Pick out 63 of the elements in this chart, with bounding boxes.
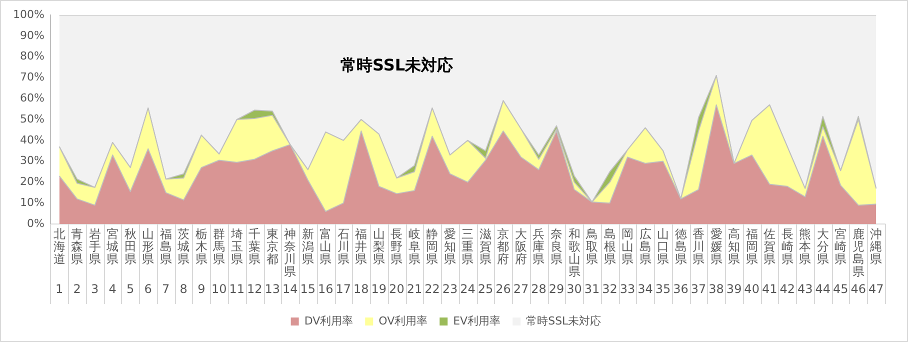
category-label: 青森県 2 bbox=[71, 227, 84, 296]
category-label: 京都府 26 bbox=[496, 227, 511, 296]
category-label: 岡山県 33 bbox=[620, 227, 636, 296]
y-tick-label: 100% bbox=[12, 8, 44, 21]
category-label: 香川県 37 bbox=[690, 227, 706, 296]
x-tick-label: 鹿児島県 46 bbox=[850, 227, 866, 296]
category-label: 山梨県 19 bbox=[371, 227, 387, 296]
y-tick-label: 40% bbox=[20, 133, 44, 146]
legend-label: DV利用率 bbox=[304, 314, 354, 328]
category-label: 福岡県 40 bbox=[744, 227, 760, 296]
category-label: 宮崎県 45 bbox=[832, 227, 848, 296]
category-label: 徳島県 36 bbox=[673, 227, 688, 296]
category-label: 鳥取県 31 bbox=[584, 227, 600, 296]
category-label: 群馬県 10 bbox=[211, 227, 227, 296]
category-label: 高知県 39 bbox=[726, 227, 742, 296]
category-label: 愛知県 23 bbox=[442, 227, 458, 296]
category-label: 奈良県 29 bbox=[548, 227, 564, 296]
category-label: 山口県 35 bbox=[655, 227, 671, 296]
category-label: 北海道 1 bbox=[53, 227, 66, 296]
category-label: 福井県 18 bbox=[354, 227, 369, 296]
category-label: 大分県 44 bbox=[815, 227, 830, 296]
legend-label: EV利用率 bbox=[453, 314, 501, 328]
category-label: 愛媛県 38 bbox=[708, 227, 724, 296]
y-tick-label: 90% bbox=[20, 28, 44, 42]
category-label: 埼玉県 11 bbox=[229, 227, 245, 296]
x-tick-label: 和歌山県 30 bbox=[566, 227, 582, 296]
category-label: 秋田県 5 bbox=[124, 227, 136, 296]
category-label: 島根県 32 bbox=[602, 227, 618, 296]
category-label: 大阪府 27 bbox=[513, 227, 529, 296]
category-label: 岐阜県 21 bbox=[406, 227, 422, 296]
category-label: 茨城県 8 bbox=[178, 227, 190, 296]
category-label: 新潟県 15 bbox=[300, 227, 316, 296]
category-label: 長野県 20 bbox=[389, 227, 404, 296]
category-label: 石川県 17 bbox=[336, 227, 352, 296]
category-label: 沖縄県 47 bbox=[868, 227, 884, 296]
annotation: 常時SSL未対応 bbox=[340, 55, 454, 74]
category-label: 三重県 24 bbox=[460, 227, 476, 296]
category-label: 富山県 16 bbox=[318, 227, 334, 296]
category-label: 宮城県 4 bbox=[106, 227, 119, 296]
category-label: 福島県 7 bbox=[160, 227, 172, 296]
category-label: 兵庫県 28 bbox=[531, 227, 546, 296]
category-label: 熊本県 43 bbox=[797, 227, 813, 296]
y-tick-label: 80% bbox=[20, 50, 44, 63]
category-label: 千葉県 12 bbox=[247, 227, 262, 296]
category-label: 山形県 6 bbox=[142, 227, 154, 296]
category-label: 岩手県 3 bbox=[88, 227, 101, 296]
y-tick-label: 20% bbox=[20, 175, 44, 188]
y-tick-label: 10% bbox=[20, 196, 44, 209]
y-tick-label: 70% bbox=[20, 70, 44, 84]
legend-label: 常時SSL未対応 bbox=[526, 314, 602, 328]
x-tick-label: 神奈川県 14 bbox=[282, 227, 298, 296]
category-label: 東京都 13 bbox=[264, 227, 280, 296]
category-label: 長崎県 42 bbox=[780, 227, 795, 296]
category-label: 佐賀県 41 bbox=[762, 227, 778, 296]
y-tick-label: 50% bbox=[20, 112, 44, 126]
category-label: 滋賀県 25 bbox=[478, 227, 494, 296]
y-tick-label: 30% bbox=[20, 154, 44, 168]
y-tick-label: 0% bbox=[26, 216, 44, 230]
category-label: 広島県 34 bbox=[638, 227, 653, 296]
category-label: 静岡県 22 bbox=[424, 227, 440, 296]
category-label: 栃木県 9 bbox=[195, 227, 208, 296]
legend-label: OV利用率 bbox=[378, 314, 428, 328]
y-tick-label: 60% bbox=[20, 91, 44, 104]
